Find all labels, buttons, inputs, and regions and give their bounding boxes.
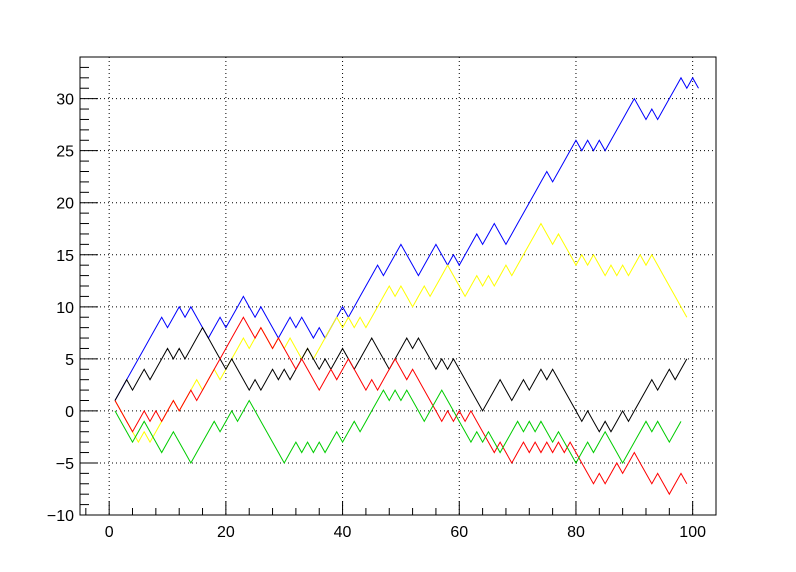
y-tick-label: 20 — [56, 196, 74, 213]
x-tick-label: 60 — [450, 524, 468, 541]
series-group — [114, 76, 699, 496]
series-line-3 — [114, 326, 688, 433]
series-line-2 — [114, 222, 688, 444]
y-tick-label: 25 — [56, 144, 74, 161]
plot-frame — [79, 56, 717, 516]
series-line-5 — [114, 389, 682, 464]
y-tick-label: 5 — [65, 352, 74, 369]
y-tick-label: −5 — [56, 456, 74, 473]
grid — [80, 57, 716, 516]
y-tick-label: 15 — [56, 248, 74, 265]
series-line-4 — [114, 316, 688, 496]
x-tick-label: 0 — [105, 524, 114, 541]
x-tick-label: 80 — [567, 524, 585, 541]
y-tick-label: 30 — [56, 92, 74, 109]
x-tick-labels: 0 20 40 60 80 100 — [105, 524, 706, 541]
y-tick-label: 10 — [56, 300, 74, 317]
axis-ticks — [80, 56, 717, 516]
y-tick-label: 0 — [65, 404, 74, 421]
x-tick-label: 40 — [334, 524, 352, 541]
x-tick-label: 20 — [217, 524, 235, 541]
y-tick-labels: −10 −5 0 5 10 15 20 25 30 — [47, 92, 74, 525]
series-line-1 — [114, 76, 699, 401]
y-tick-label: −10 — [47, 508, 74, 525]
x-tick-label: 100 — [679, 524, 706, 541]
